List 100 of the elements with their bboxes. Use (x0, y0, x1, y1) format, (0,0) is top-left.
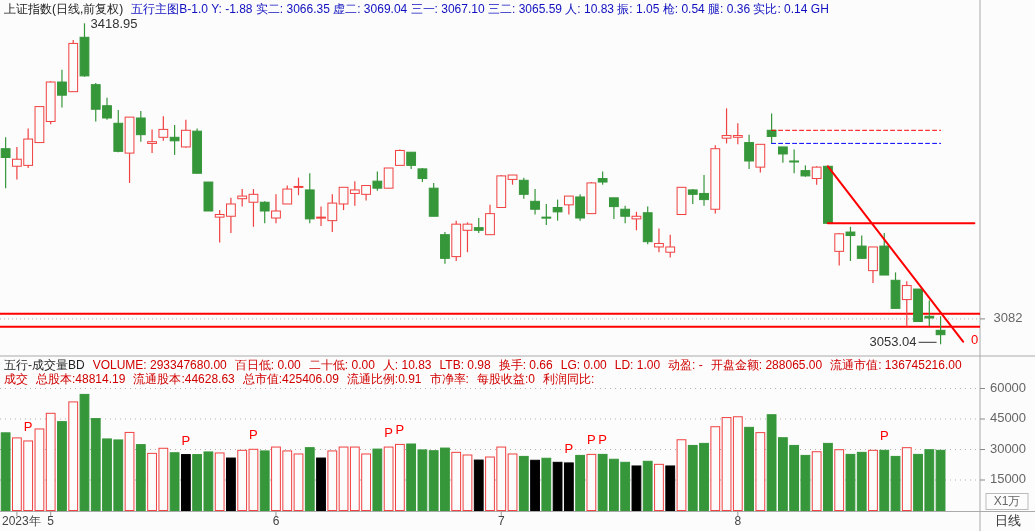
bar (530, 459, 540, 511)
bar (642, 460, 653, 511)
bar (45, 412, 56, 511)
data-label: P (587, 432, 596, 448)
annotation: 流通市值: 136745216.00 (830, 358, 962, 372)
bar (586, 453, 597, 511)
bar (259, 450, 270, 511)
data-label: P (23, 418, 33, 434)
data-label: P (879, 428, 889, 444)
candlestick (789, 148, 800, 174)
candlestick (282, 184, 293, 205)
candlestick (169, 124, 180, 156)
bar (744, 426, 754, 511)
data-label: P (598, 432, 607, 448)
bar (169, 452, 180, 511)
candlestick (744, 134, 754, 170)
annotation: 3053.04 (869, 334, 917, 350)
candlestick (868, 246, 878, 284)
bar (710, 426, 721, 511)
data-label: P (384, 425, 393, 441)
bar (665, 465, 676, 511)
candlestick (158, 115, 169, 142)
annotation: 人: 10.83 (382, 358, 432, 372)
bar (901, 447, 912, 511)
annotation: 动盈: - (668, 358, 703, 372)
annotation: 市净率: (429, 372, 469, 386)
candlestick (271, 193, 281, 224)
annotation: 3418.95 (90, 16, 138, 32)
candlestick (530, 188, 540, 216)
y-axis-title: X1万 (993, 493, 1021, 508)
bar (135, 444, 146, 511)
annotation: 每股收益:0 (476, 372, 536, 386)
data-label: P (249, 427, 258, 443)
annotation: 总股本:48814.19 (35, 372, 126, 386)
bar (631, 465, 642, 511)
candlestick (372, 170, 383, 192)
annotation: VOLUME: 293347680.00 (92, 358, 228, 372)
bar (304, 447, 315, 511)
bar (935, 449, 946, 511)
candlestick (135, 110, 146, 143)
bar (823, 442, 833, 511)
data-label: P (395, 422, 405, 438)
annotation: 流通比例:0.91 (346, 372, 422, 386)
chart-title: 五行-成交量BD (4, 358, 85, 372)
bar (654, 463, 664, 511)
candlestick (147, 128, 157, 154)
chart-subtitle: 五行主图B-1.0 Y: -1.88 实二: 3066.35 虚二: 3069.04 三一: 3067.10 三二: 3065.59 人: 10.83 振: 1.05 枪: 0.54 腿: 0.36 实比: 0.14 GH (131, 2, 829, 16)
bar (575, 454, 586, 511)
bar (68, 401, 79, 511)
bar (755, 432, 766, 511)
candlestick (383, 167, 394, 189)
bar (473, 459, 484, 511)
bar (834, 449, 845, 511)
ref-line-label: 3082 (993, 310, 1023, 326)
x-tick-label: 6 (272, 514, 280, 529)
candlestick (485, 204, 495, 236)
bar (124, 431, 135, 511)
x-tick-label: 5 (47, 514, 55, 529)
y-tick-label: 60000 (989, 379, 1027, 395)
candlestick (609, 197, 619, 220)
candlestick (518, 177, 529, 200)
annotation: 换手: 0.66 (498, 358, 554, 372)
candlestick (856, 234, 867, 259)
bar (676, 439, 687, 511)
annotation: 流通股本:44628.63 (133, 372, 236, 386)
data-label: P (181, 432, 191, 448)
candlestick (631, 211, 642, 231)
candlestick (440, 231, 450, 265)
annotation: 百日低: 0.00 (234, 358, 302, 372)
candlestick (901, 280, 912, 328)
annotation: 开盘金额: 288065.00 (710, 358, 823, 372)
bar (316, 457, 326, 511)
annotation: 成交 (4, 372, 28, 386)
y-tick-label: 15000 (989, 471, 1027, 487)
annotation: 总市值:425406.09 (241, 372, 340, 386)
bar (226, 457, 236, 511)
candlestick (180, 119, 191, 149)
annotation: 利润同比: (542, 372, 595, 386)
bar (811, 451, 822, 511)
bar (518, 455, 529, 511)
candlestick (755, 143, 766, 173)
candlestick (811, 165, 822, 186)
candlestick (57, 69, 67, 109)
annotation: LG: 0.00 (560, 358, 608, 372)
x-tick-label: 2023年 (2, 514, 41, 529)
bar (0, 432, 11, 511)
annotation: 二十低: 0.00 (308, 358, 376, 372)
chart-title: 上证指数(日线,前复权) (4, 2, 124, 16)
bar (541, 457, 552, 511)
candlestick (935, 315, 946, 345)
bar (180, 454, 191, 511)
x-axis-title: 日线 (995, 513, 1021, 529)
bar (327, 450, 338, 511)
candlestick (563, 195, 574, 216)
annotation: LD: 1.00 (614, 358, 661, 372)
x-tick-label: 8 (734, 514, 742, 529)
data-label: P (564, 440, 574, 456)
candlestick (259, 200, 270, 224)
bar (372, 448, 383, 511)
bar (868, 449, 878, 511)
